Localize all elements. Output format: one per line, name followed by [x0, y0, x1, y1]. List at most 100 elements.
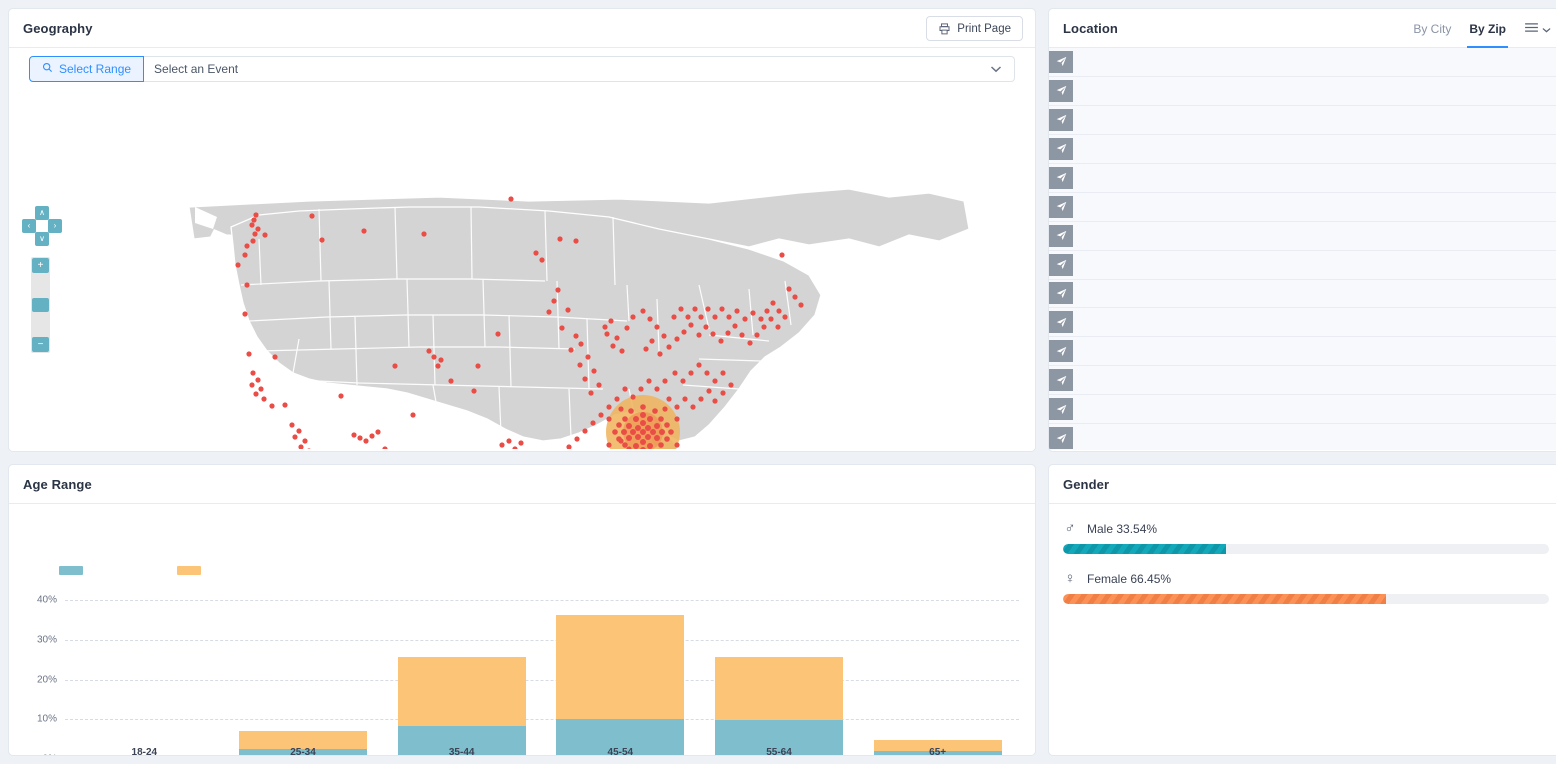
print-page-button[interactable]: Print Page	[926, 16, 1023, 41]
bar-25-34[interactable]	[239, 731, 367, 755]
location-row[interactable]	[1049, 279, 1556, 309]
location-row[interactable]	[1049, 250, 1556, 280]
navigation-arrow-icon	[1049, 282, 1073, 305]
location-row[interactable]	[1049, 48, 1556, 77]
bar-35-44[interactable]	[397, 656, 526, 755]
y-axis-tick: 0%	[23, 754, 57, 756]
search-icon	[42, 62, 53, 76]
location-tabs: By City By Zip	[1413, 9, 1551, 48]
event-select[interactable]: Select an Event	[144, 55, 1015, 82]
navigation-arrow-icon	[1049, 369, 1073, 392]
geography-toolbar: Select Range Select an Event	[9, 48, 1035, 89]
zoom-in-button[interactable]: +	[32, 258, 49, 273]
location-row[interactable]	[1049, 163, 1556, 193]
print-page-label: Print Page	[957, 22, 1011, 35]
pan-down-button[interactable]: ∨	[35, 232, 49, 246]
chevron-down-icon	[1542, 20, 1551, 38]
bar-segment-male	[873, 751, 1002, 755]
location-row[interactable]	[1049, 192, 1556, 222]
map-zoom-slider[interactable]: + −	[31, 257, 50, 353]
location-row[interactable]	[1049, 76, 1556, 106]
event-select-value: Select an Event	[154, 61, 239, 76]
gender-row-female: ♀ Female 66.45%	[1063, 570, 1549, 604]
printer-icon	[938, 22, 951, 35]
location-title: Location	[1063, 20, 1118, 36]
x-axis-label: 18-24	[131, 747, 158, 756]
x-axis-label: 45-54	[607, 747, 634, 756]
location-row[interactable]	[1049, 308, 1556, 338]
y-axis-tick: 40%	[36, 594, 57, 606]
navigation-arrow-icon	[1049, 311, 1073, 334]
location-header: Location By City By Zip	[1049, 9, 1556, 48]
bar-segment-male	[556, 718, 685, 755]
navigation-arrow-icon	[1049, 398, 1073, 421]
location-row[interactable]	[1049, 105, 1556, 135]
female-symbol-icon: ♀	[1064, 570, 1076, 587]
gender-male-label-row: ♂ Male 33.54%	[1063, 520, 1549, 537]
navigation-arrow-icon	[1049, 50, 1073, 73]
select-range-button[interactable]: Select Range	[29, 55, 145, 82]
map-pan-control[interactable]: ∧ ‹ › ∨	[22, 206, 62, 246]
zoom-slider-handle[interactable]	[32, 298, 49, 312]
gender-female-track	[1063, 594, 1549, 604]
navigation-arrow-icon	[1049, 340, 1073, 363]
gridline	[65, 719, 1019, 721]
location-row[interactable]	[1049, 134, 1556, 164]
location-menu-button[interactable]	[1524, 20, 1551, 38]
bar-segment-female	[873, 739, 1002, 752]
navigation-arrow-icon	[1049, 166, 1073, 189]
gender-body: ♂ Male 33.54% ♀ Female 66.45%	[1049, 504, 1556, 604]
gender-male-fill	[1063, 544, 1226, 554]
map-container[interactable]: ∧ ‹ › ∨ + −	[9, 89, 1035, 449]
location-row[interactable]	[1049, 424, 1556, 450]
chevron-down-icon	[990, 62, 1002, 76]
age-range-chart: 0% 10% 20% 30% 40% 18-24 25-34 35-44 45-54 55-64 6…	[9, 504, 1035, 756]
tab-by-zip[interactable]: By Zip	[1467, 9, 1508, 48]
age-range-card: Age Range 0% 10% 20% 30% 40% 18-24 25-34 35-44 4…	[8, 464, 1036, 756]
bar-segment-female	[239, 731, 367, 750]
y-axis-tick: 20%	[36, 674, 57, 686]
location-row[interactable]	[1049, 366, 1556, 396]
gender-male-track	[1063, 544, 1549, 554]
gender-row-male: ♂ Male 33.54%	[1063, 520, 1549, 554]
gender-header: Gender	[1049, 465, 1556, 504]
age-range-header: Age Range	[9, 465, 1035, 504]
location-list[interactable]	[1049, 48, 1556, 450]
x-axis-label: 65+	[929, 747, 947, 756]
bar-segment-male	[239, 749, 367, 755]
bar-45-54[interactable]	[556, 614, 685, 755]
gender-female-fill	[1063, 594, 1386, 604]
us-map	[188, 188, 970, 449]
gender-female-label: Female 66.45%	[1087, 571, 1172, 586]
zoom-out-button[interactable]: −	[32, 337, 49, 352]
gridline	[65, 679, 1019, 681]
chart-plot-area: 0% 10% 20% 30% 40% 18-24 25-34 35-44 45-54 55-64 6…	[9, 504, 1035, 756]
select-range-label: Select Range	[59, 61, 132, 76]
chart-legend	[59, 566, 209, 575]
legend-item-male[interactable]	[59, 566, 91, 575]
location-row[interactable]	[1049, 221, 1556, 251]
gender-male-label: Male 33.54%	[1087, 521, 1158, 536]
bar-segment-male	[397, 726, 526, 755]
y-axis-tick: 30%	[36, 634, 57, 646]
legend-item-female[interactable]	[177, 566, 209, 575]
bar-segment-male	[715, 720, 843, 755]
pan-up-button[interactable]: ∧	[35, 206, 49, 220]
x-axis-label: 55-64	[766, 747, 792, 756]
legend-swatch	[59, 566, 83, 575]
gridline	[65, 639, 1019, 641]
bar-55-64[interactable]	[715, 656, 843, 755]
location-row[interactable]	[1049, 337, 1556, 367]
navigation-arrow-icon	[1049, 427, 1073, 450]
bar-segment-female	[397, 656, 526, 727]
navigation-arrow-icon	[1049, 79, 1073, 102]
pan-right-button[interactable]: ›	[48, 219, 62, 233]
geography-title: Geography	[23, 20, 93, 36]
tab-by-city[interactable]: By City	[1413, 21, 1452, 36]
navigation-arrow-icon	[1049, 224, 1073, 247]
x-axis-label: 25-34	[290, 747, 316, 756]
pan-left-button[interactable]: ‹	[22, 219, 36, 233]
bar-65+[interactable]	[873, 739, 1002, 755]
location-row[interactable]	[1049, 395, 1556, 425]
